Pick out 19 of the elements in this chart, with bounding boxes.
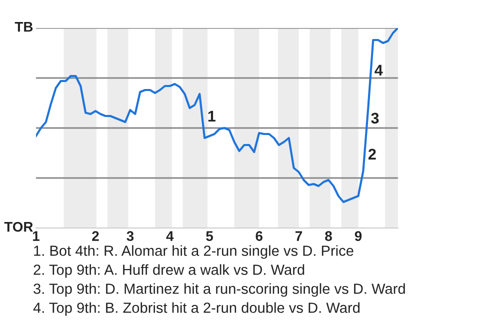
x-tick-label: 5 (206, 231, 213, 241)
x-tick-label: 8 (325, 231, 332, 241)
text: TB (14, 22, 33, 32)
text: 1. Bot 4th: R. Alomar hit a 2-run single vs D. Price (34, 245, 354, 259)
x-tick-label: 7 (296, 231, 302, 241)
annotation: 3 (371, 112, 379, 124)
x-tick-label: 3 (126, 231, 134, 241)
annotation: 2 (368, 148, 376, 160)
x-tick-label: 9 (354, 231, 362, 241)
text: TOR (4, 222, 33, 232)
annotation: 4 (374, 64, 383, 76)
text: 3. Top 9th: D. Martinez hit a run-scoring single vs D. Ward (34, 283, 405, 297)
text: 4. Top 9th: B. Zobrist hit a 2-run double vs D. Ward (33, 302, 360, 316)
x-tick-label: 2 (92, 231, 99, 241)
text: 2. Top 9th: A. Huff drew a walk vs D. Ward (34, 264, 304, 278)
x-tick-label: 1 (33, 231, 40, 241)
x-tick-label: 4 (166, 231, 174, 241)
x-tick-label: 6 (256, 231, 262, 241)
annotation: 1 (208, 110, 216, 122)
